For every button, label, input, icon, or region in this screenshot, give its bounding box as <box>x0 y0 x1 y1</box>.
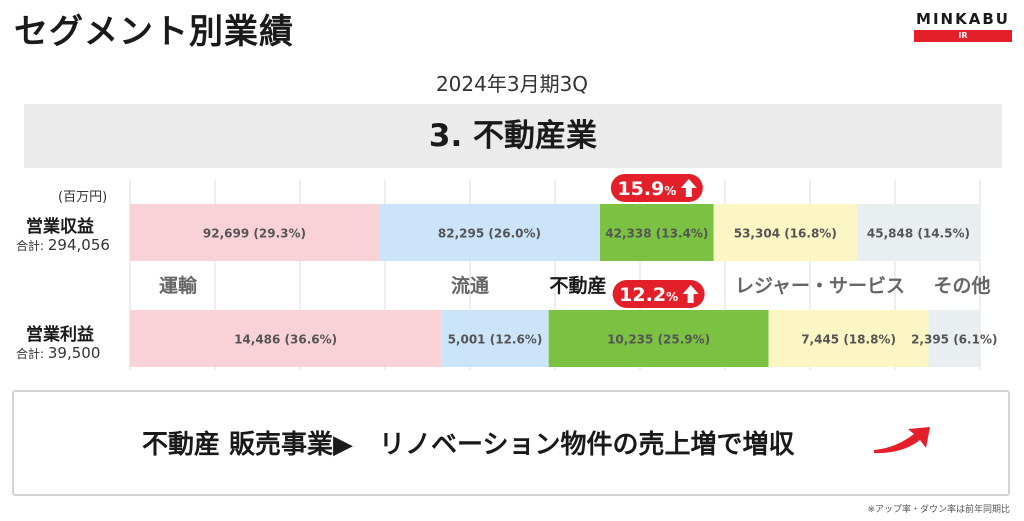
bar-その他-0 <box>856 204 980 261</box>
segment-banner: 3. 不動産業 <box>24 104 1002 168</box>
summary-message: 不動産 販売事業▶ リノベーション物件の売上増で増収 <box>142 430 795 460</box>
bar-label: 82,295 (26.0%) <box>438 227 541 241</box>
revenue-row-label: 営業収益 <box>26 217 94 237</box>
summary-box <box>12 390 1010 496</box>
profit-row-label: 営業利益 <box>26 325 94 345</box>
bar-レジャー・サービス-1 <box>768 310 929 367</box>
bar-流通-1 <box>441 310 549 367</box>
bar-運輸-0 <box>130 204 379 261</box>
logo-sub: IR <box>914 30 1012 42</box>
minkabu-logo: MINKABU IR <box>914 10 1012 42</box>
unit-label: (百万円) <box>58 190 108 205</box>
logo-text: MINKABU <box>916 10 1010 28</box>
bar-label: 5,001 (12.6%) <box>448 333 543 347</box>
bar-レジャー・サービス-0 <box>713 204 857 261</box>
legend-不動産: 不動産 <box>549 274 606 297</box>
bar-不動産-0 <box>599 204 714 261</box>
up-arrow-icon <box>680 179 697 197</box>
revenue-total-prefix: 合計: <box>16 239 45 253</box>
revenue-total: 合計: 294,056 <box>16 236 110 254</box>
change-badge-value: 15.9% <box>617 178 676 200</box>
up-arrow-icon <box>682 285 699 303</box>
page-title: セグメント別業績 <box>14 12 294 52</box>
footnote: ※アップ率・ダウン率は前年同期比 <box>867 505 1010 515</box>
bar-label: 45,848 (14.5%) <box>867 227 970 241</box>
bar-不動産-1 <box>548 310 769 367</box>
bar-label: 2,395 (6.1%) <box>911 333 997 347</box>
segment-stacked-bar-chart: 92,699 (29.3%) 82,295 (26.0%) 42,338 (13.4… <box>129 174 997 370</box>
legend-流通: 流通 <box>451 274 490 297</box>
bar-label: 7,445 (18.8%) <box>801 333 896 347</box>
bar-label: 53,304 (16.8%) <box>734 227 837 241</box>
revenue-total-value: 294,056 <box>47 236 110 254</box>
bar-その他-1 <box>928 310 980 367</box>
change-badge <box>610 174 703 202</box>
legend-その他: その他 <box>933 274 990 297</box>
change-badge <box>612 280 705 308</box>
change-badge-value: 12.2% <box>619 284 678 306</box>
bar-label: 14,486 (36.6%) <box>234 333 337 347</box>
bar-運輸-1 <box>130 310 442 367</box>
bar-流通-0 <box>378 204 600 261</box>
legend-運輸: 運輸 <box>159 274 198 297</box>
legend-レジャー・サービス: レジャー・サービス <box>735 275 905 297</box>
bar-label: 92,699 (29.3%) <box>203 227 306 241</box>
profit-total-value: 39,500 <box>47 344 101 362</box>
trend-up-arrow-icon <box>874 427 930 454</box>
bar-label: 42,338 (13.4%) <box>605 227 708 241</box>
bar-label: 10,235 (25.9%) <box>607 333 710 347</box>
period-label: 2024年3月期3Q <box>435 72 589 96</box>
profit-total: 合計: 39,500 <box>16 344 100 362</box>
profit-total-prefix: 合計: <box>16 347 45 361</box>
